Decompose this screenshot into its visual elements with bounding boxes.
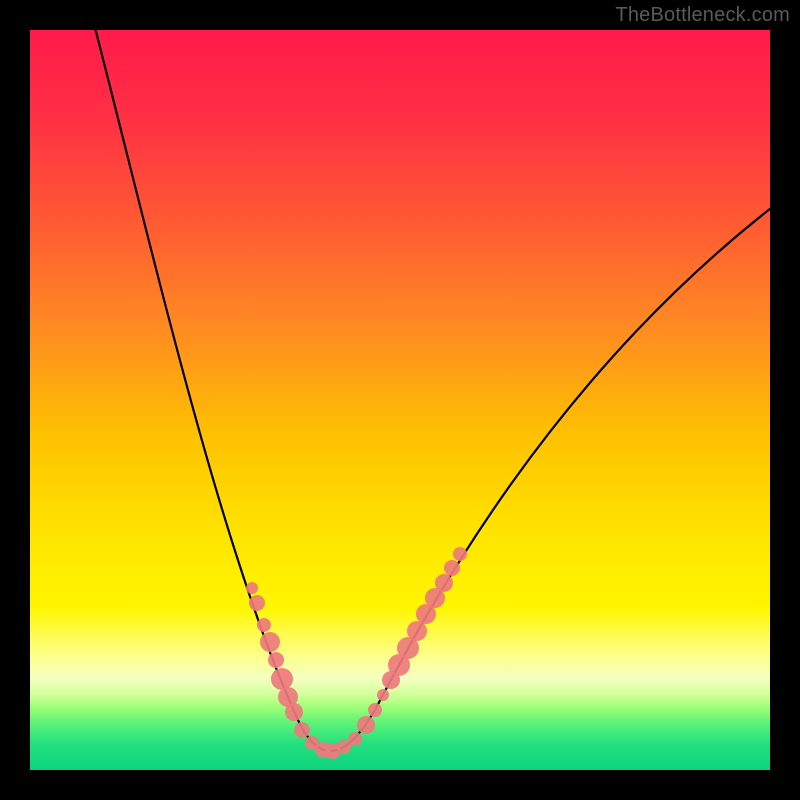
marker-left-3 bbox=[260, 632, 280, 652]
watermark-text: TheBottleneck.com bbox=[615, 4, 790, 27]
marker-right-2 bbox=[377, 689, 389, 701]
marker-right-9 bbox=[435, 574, 453, 592]
marker-right-1 bbox=[368, 703, 382, 717]
marker-right-10 bbox=[444, 560, 460, 576]
marker-left-1 bbox=[249, 595, 265, 611]
marker-left-2 bbox=[257, 618, 271, 632]
marker-left-8 bbox=[294, 722, 310, 738]
marker-bottom-4 bbox=[348, 732, 362, 746]
bottleneck-chart bbox=[30, 30, 770, 770]
marker-left-5 bbox=[271, 668, 293, 690]
marker-right-0 bbox=[357, 716, 375, 734]
marker-right-6 bbox=[407, 621, 427, 641]
marker-left-0 bbox=[246, 582, 258, 594]
marker-right-11 bbox=[453, 547, 467, 561]
chart-frame bbox=[30, 30, 770, 770]
marker-left-7 bbox=[285, 703, 303, 721]
marker-left-4 bbox=[268, 652, 284, 668]
